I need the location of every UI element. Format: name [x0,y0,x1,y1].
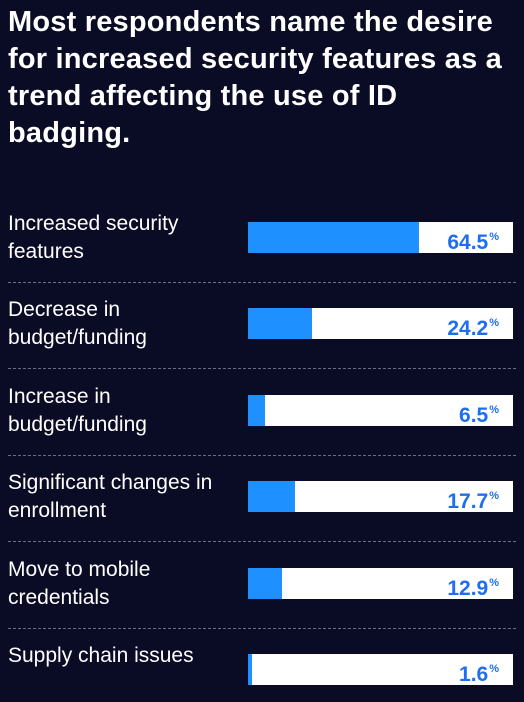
bar-track: 24.2% [248,308,513,340]
data-label-unit: % [489,404,499,416]
data-label: 24.2% [447,308,499,340]
bar-row: Increased security features 64.5% [0,210,524,270]
data-label-unit: % [489,317,499,329]
bar-row: Decrease in budget/funding 24.2% [0,296,524,356]
bar [248,395,266,426]
row-divider [8,282,516,283]
category-label: Increased security features [8,212,179,263]
row-divider [8,541,516,542]
data-label-value: 1.6 [459,663,489,686]
row-divider [8,628,516,629]
category-label: Decrease in budget/funding [8,298,147,349]
bar-track: 6.5% [248,395,513,427]
data-label: 6.5% [459,395,499,427]
row-divider [8,368,516,369]
data-label-unit: % [489,663,499,675]
category-label: Increase in budget/funding [8,385,147,436]
bar [248,308,313,339]
bar-row: Supply chain issues 1.6% [0,642,524,702]
category-label: Move to mobile credentials [8,558,151,609]
chart-title: Most respondents name the desire for inc… [8,6,502,149]
data-label-value: 6.5 [459,404,489,427]
data-label: 1.6% [459,654,499,686]
bar-track: 64.5% [248,222,513,254]
bar-track: 17.7% [248,481,513,513]
data-label-unit: % [489,577,499,589]
data-label: 17.7% [447,481,499,513]
bar [248,654,253,685]
data-label: 12.9% [447,568,499,600]
bar-row: Significant changes in enrollment 17.7% [0,469,524,529]
data-label: 64.5% [447,222,499,254]
row-divider [8,455,516,456]
bar [248,481,295,512]
bar-track: 12.9% [248,568,513,600]
bar-track: 1.6% [248,654,513,686]
category-label: Supply chain issues [8,644,194,667]
data-label-value: 17.7 [447,490,489,513]
bar-row: Increase in budget/funding 6.5% [0,383,524,443]
data-label-unit: % [489,490,499,502]
data-label-value: 12.9 [447,577,489,600]
bar-row: Move to mobile credentials 12.9% [0,556,524,616]
category-label: Significant changes in enrollment [8,471,213,522]
bar [248,222,419,253]
data-label-value: 24.2 [447,317,489,340]
data-label-unit: % [489,231,499,243]
bar [248,568,283,599]
data-label-value: 64.5 [447,231,489,254]
